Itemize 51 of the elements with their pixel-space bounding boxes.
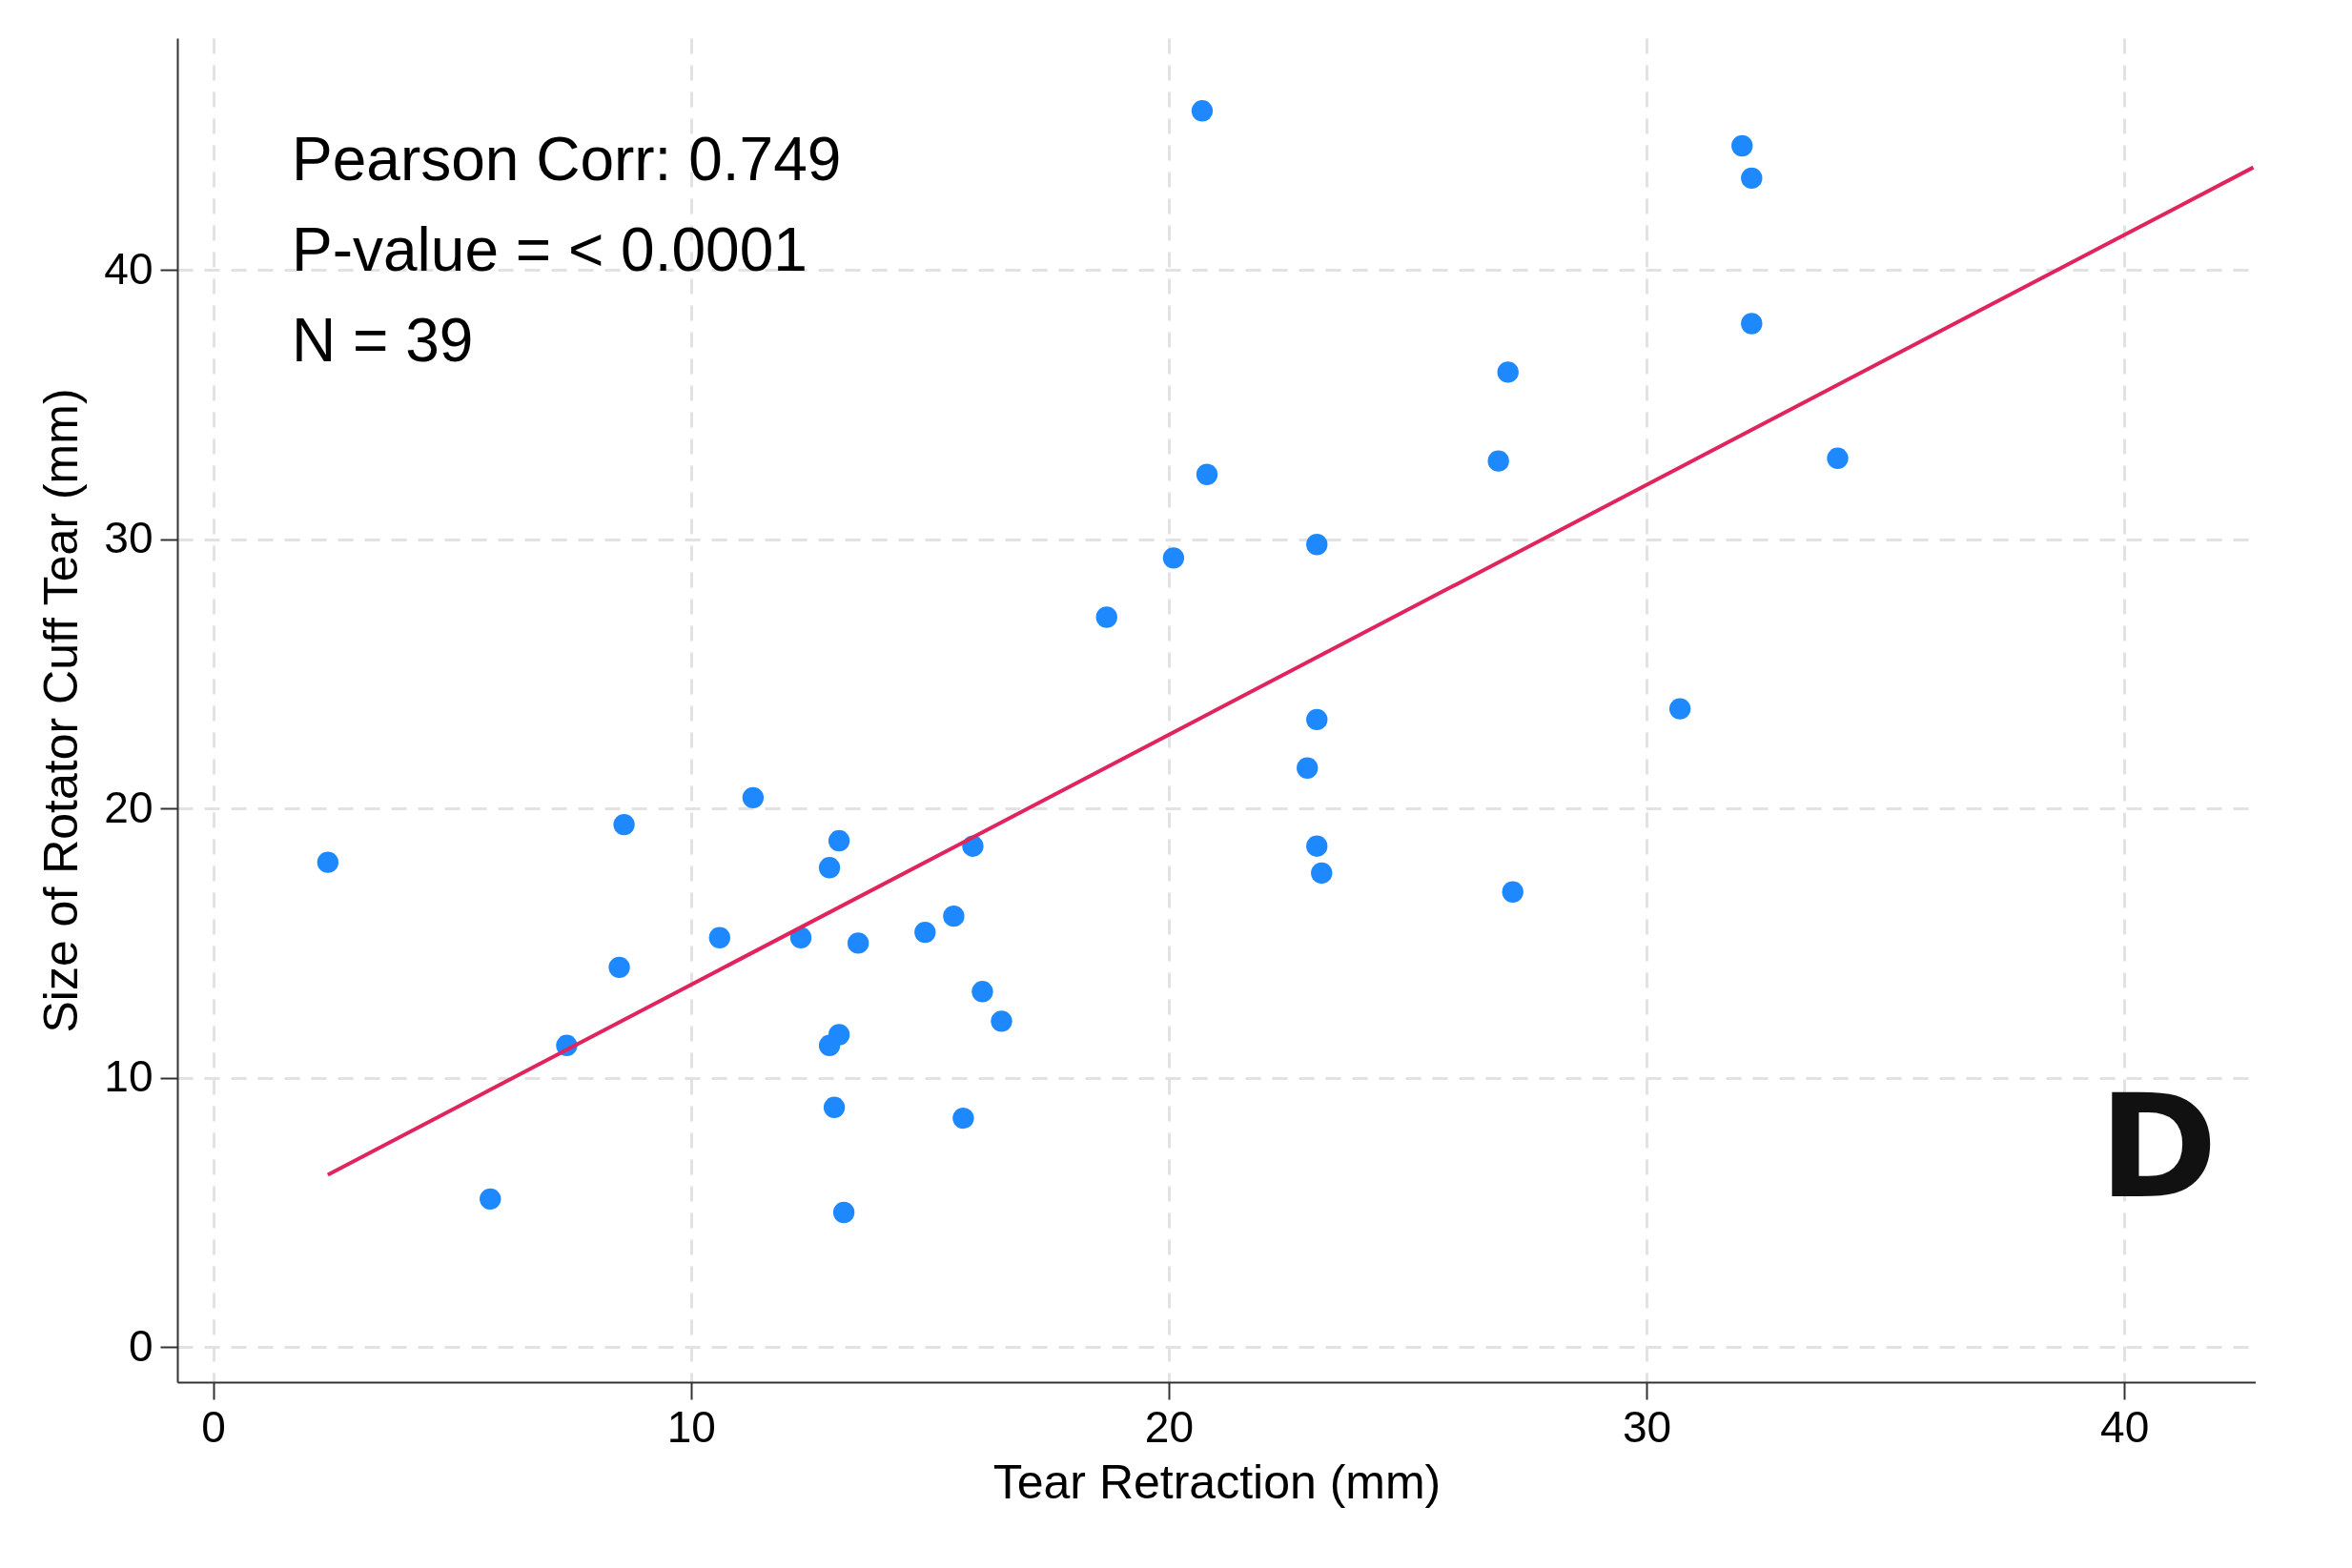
annotation: Pearson Corr: 0.749 — [292, 125, 842, 193]
point — [1162, 547, 1185, 569]
y-tick-label: 20 — [104, 782, 153, 832]
y-tick-label: 30 — [104, 513, 153, 563]
x-tick-label: 10 — [666, 1401, 716, 1452]
point — [1095, 606, 1117, 628]
point — [742, 786, 765, 808]
point — [708, 927, 730, 948]
point — [1731, 134, 1753, 157]
point — [952, 1107, 974, 1130]
y-tick-label: 10 — [104, 1051, 153, 1102]
annotation: D — [2098, 1064, 2218, 1230]
point — [1668, 698, 1691, 720]
point — [613, 813, 635, 836]
x-tick-label: 40 — [2100, 1401, 2150, 1452]
point — [1306, 534, 1328, 556]
point — [1827, 447, 1849, 469]
y-tick-label: 0 — [128, 1320, 153, 1371]
point — [991, 1010, 1012, 1032]
point — [789, 927, 812, 948]
annotation: P-value = < 0.0001 — [292, 215, 808, 284]
point — [1502, 881, 1524, 903]
point — [1196, 463, 1218, 485]
point — [1306, 835, 1328, 857]
y-axis-title: Size of Rotator Cuff Tear (mm) — [34, 388, 89, 1033]
point — [823, 1096, 846, 1118]
point — [1191, 100, 1214, 122]
point — [1487, 450, 1509, 472]
point — [480, 1188, 501, 1211]
x-tick-label: 30 — [1622, 1401, 1672, 1452]
point — [914, 921, 936, 944]
point — [971, 981, 993, 1003]
point — [832, 1201, 855, 1224]
point — [1297, 757, 1319, 779]
point — [1741, 167, 1763, 190]
annotation: N = 39 — [292, 306, 474, 375]
x-axis-title: Tear Retraction (mm) — [992, 1455, 1442, 1509]
x-tick-label: 20 — [1144, 1401, 1194, 1452]
point — [1741, 313, 1763, 335]
point — [317, 851, 339, 873]
point — [1306, 708, 1328, 731]
y-tick-label: 40 — [104, 243, 153, 294]
point — [943, 906, 965, 927]
point — [1311, 862, 1333, 885]
point — [608, 956, 630, 979]
point — [828, 829, 850, 852]
point — [828, 1024, 850, 1046]
point — [1497, 361, 1519, 383]
point — [847, 932, 869, 954]
point — [818, 857, 841, 879]
x-tick-label: 0 — [201, 1401, 226, 1452]
